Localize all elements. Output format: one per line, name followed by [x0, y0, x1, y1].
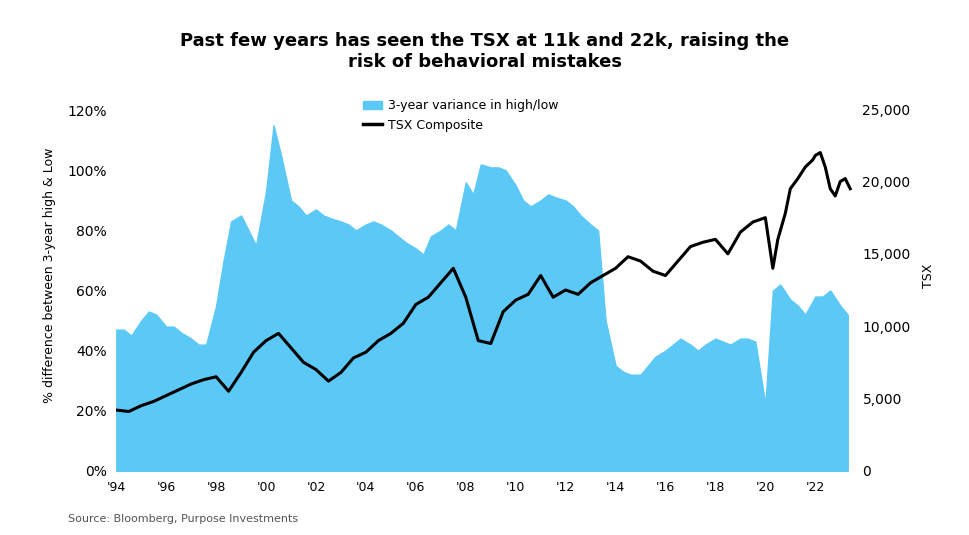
Text: Source: Bloomberg, Purpose Investments: Source: Bloomberg, Purpose Investments	[68, 514, 297, 524]
Text: Past few years has seen the TSX at 11k and 22k, raising the
risk of behavioral m: Past few years has seen the TSX at 11k a…	[180, 32, 789, 71]
Y-axis label: TSX: TSX	[922, 263, 935, 288]
Legend: 3-year variance in high/low, TSX Composite: 3-year variance in high/low, TSX Composi…	[359, 94, 564, 136]
Y-axis label: % difference between 3-year high & Low: % difference between 3-year high & Low	[43, 148, 56, 403]
